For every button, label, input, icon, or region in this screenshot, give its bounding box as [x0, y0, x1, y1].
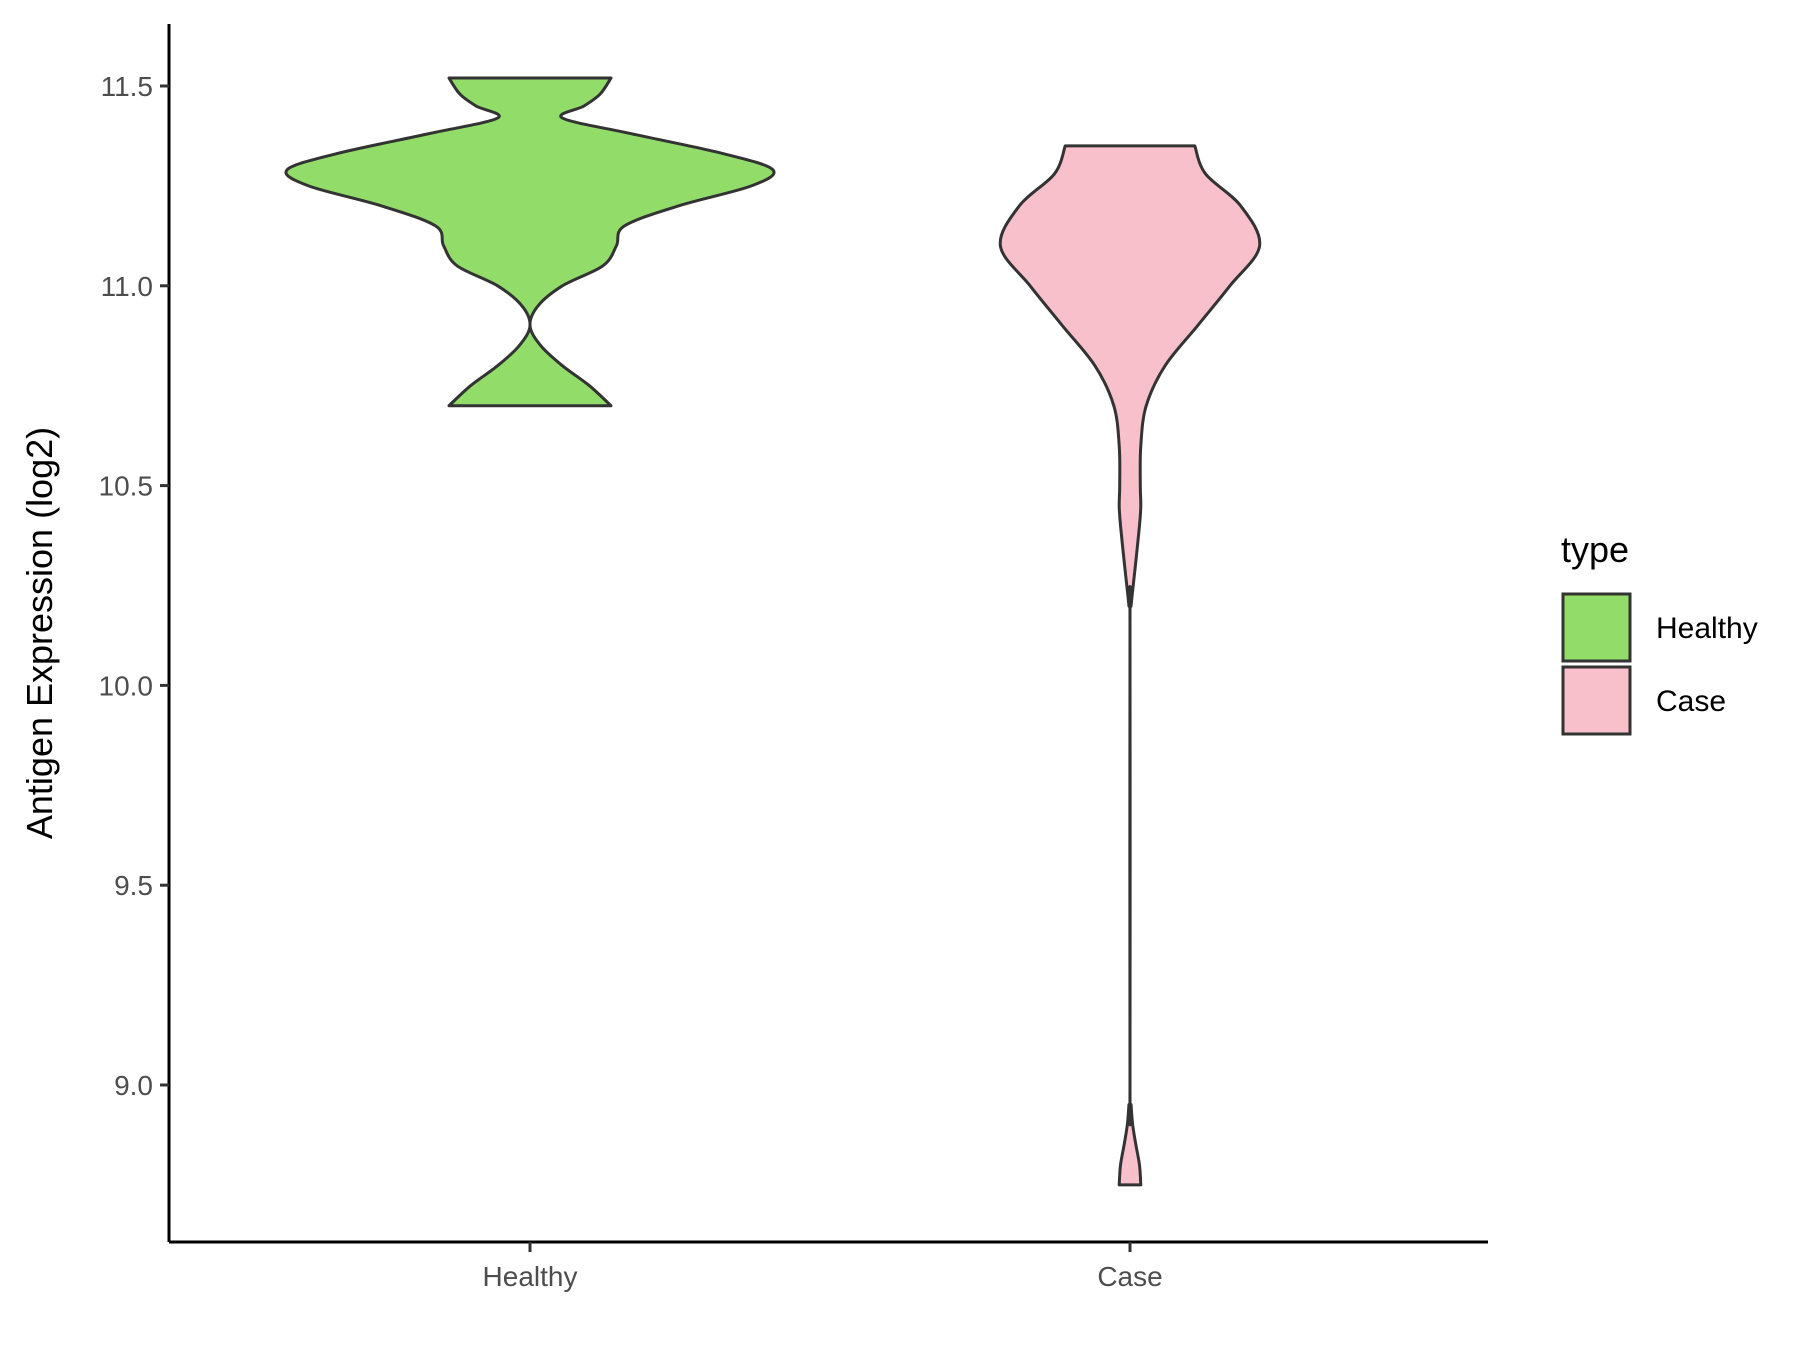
- y-tick-label: 10.5: [99, 471, 154, 502]
- legend-label-case: Case: [1656, 685, 1726, 718]
- x-tick-label: Healthy: [483, 1261, 578, 1292]
- axes: [167, 24, 1488, 1244]
- y-tick-label: 10.0: [99, 670, 154, 701]
- y-tick-label: 9.0: [114, 1070, 153, 1101]
- x-tick-label: Case: [1097, 1261, 1162, 1292]
- violin-case: [998, 144, 1262, 1187]
- x-ticks: Healthy Case: [483, 1242, 1163, 1292]
- legend: type Healthy Case: [1561, 529, 1758, 736]
- y-ticks: 9.0 9.5 10.0 10.5 11.0 11.5: [99, 71, 169, 1101]
- y-tick-label: 9.5: [114, 870, 153, 901]
- violin-healthy: [284, 76, 776, 408]
- violin-layer: [284, 76, 1262, 1187]
- y-tick-label: 11.0: [101, 271, 153, 302]
- legend-entries: Healthy Case: [1561, 592, 1758, 736]
- legend-title: type: [1561, 529, 1629, 570]
- legend-key-healthy: [1561, 592, 1632, 663]
- y-axis-title: Antigen Expression (log2): [19, 427, 60, 839]
- legend-key-case: [1561, 665, 1632, 736]
- y-tick-label: 11.5: [101, 71, 153, 102]
- legend-label-healthy: Healthy: [1656, 612, 1758, 645]
